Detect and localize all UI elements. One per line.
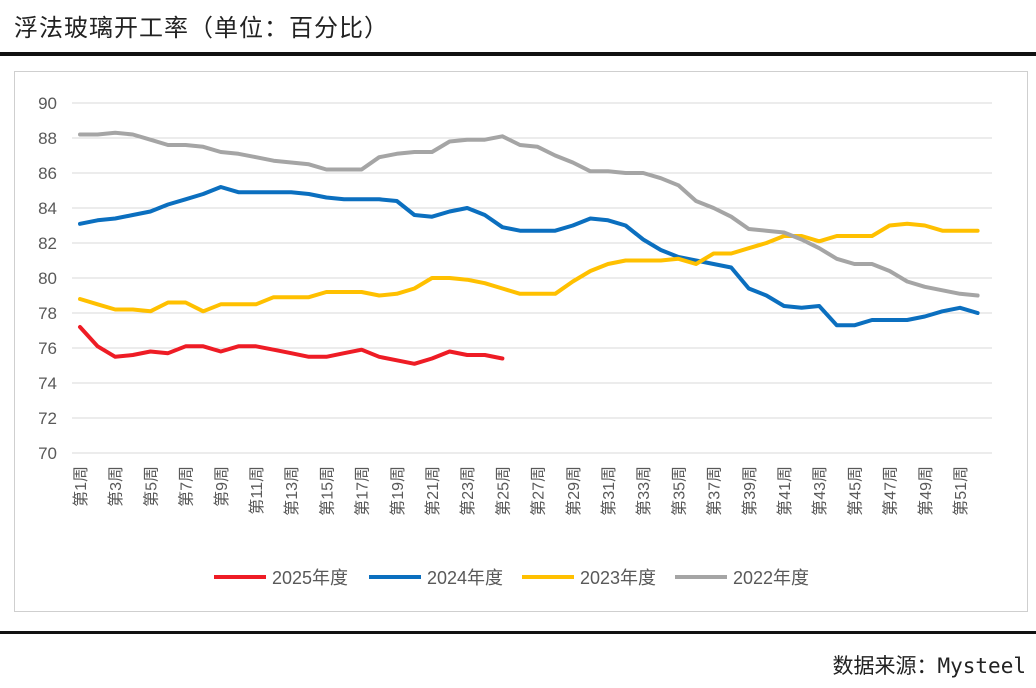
y-axis-ticks: 70 72 74 76 78 80 82 84 86 88 90 <box>38 94 57 463</box>
x-tick-label: 第9周 <box>213 466 231 507</box>
data-source: 数据来源：Mysteel <box>832 654 1026 678</box>
x-tick-label: 第37周 <box>706 466 724 516</box>
top-divider <box>0 52 1036 56</box>
x-tick-label: 第31周 <box>600 466 618 516</box>
x-axis-ticks: 第1周 第3周 第5周 第7周 第9周 第11周 第13周 第15周 第17周 第19周 第21周第… <box>72 466 970 516</box>
y-tick-label: 80 <box>38 269 57 288</box>
page-title: 浮法玻璃开工率（单位：百分比） <box>14 14 389 42</box>
legend: 2025年度 2024年度 2023年度 2022年度 <box>214 568 809 588</box>
series-line-2024年度 <box>78 185 980 328</box>
x-tick-label: 第35周 <box>670 466 688 516</box>
y-tick-label: 84 <box>38 199 57 218</box>
x-tick-label: 第13周 <box>283 466 301 516</box>
x-tick-label: 第39周 <box>741 466 759 516</box>
y-tick-label: 86 <box>38 164 57 183</box>
chart-container: 70 72 74 76 78 80 82 84 86 88 90 第1周 第3周 第5周 第7周 第9周 第1… <box>14 71 1028 612</box>
y-tick-label: 82 <box>38 234 57 253</box>
series-line-2025年度 <box>78 325 505 366</box>
x-tick-label: 第19周 <box>389 466 407 516</box>
y-tick-label: 70 <box>38 444 57 463</box>
x-tick-label: 第3周 <box>107 466 125 507</box>
y-tick-label: 74 <box>38 374 57 393</box>
legend-label: 2022年度 <box>733 568 809 588</box>
x-tick-label: 第29周 <box>565 466 583 516</box>
y-tick-label: 72 <box>38 409 57 428</box>
series-line-2022年度 <box>78 130 980 298</box>
y-tick-label: 90 <box>38 94 57 113</box>
legend-label: 2023年度 <box>580 568 656 588</box>
x-tick-label: 第23周 <box>459 466 477 516</box>
y-tick-label: 76 <box>38 339 57 358</box>
x-tick-label: 第11周 <box>248 466 266 515</box>
x-tick-label: 第51周 <box>952 466 970 516</box>
legend-label: 2025年度 <box>272 568 348 588</box>
legend-label: 2024年度 <box>427 568 503 588</box>
x-tick-label: 第27周 <box>530 466 548 516</box>
series-lines <box>78 130 980 366</box>
series-line-2023年度 <box>78 221 980 314</box>
x-tick-label: 第5周 <box>142 466 160 507</box>
x-tick-label: 第15周 <box>318 466 336 516</box>
x-tick-label: 第25周 <box>494 466 512 516</box>
y-tick-label: 88 <box>38 129 57 148</box>
x-tick-label: 第21周 <box>424 466 442 516</box>
x-tick-label: 第49周 <box>917 466 935 516</box>
y-tick-label: 78 <box>38 304 57 323</box>
x-tick-label: 第7周 <box>178 466 196 507</box>
x-tick-label: 第43周 <box>811 466 829 516</box>
x-tick-label: 第45周 <box>846 466 864 516</box>
x-tick-label: 第47周 <box>882 466 900 516</box>
x-tick-label: 第33周 <box>635 466 653 516</box>
x-tick-label: 第1周 <box>72 466 90 507</box>
x-tick-label: 第17周 <box>354 466 372 516</box>
gridlines <box>72 102 992 454</box>
x-tick-label: 第41周 <box>776 466 794 516</box>
bottom-divider <box>0 631 1036 634</box>
